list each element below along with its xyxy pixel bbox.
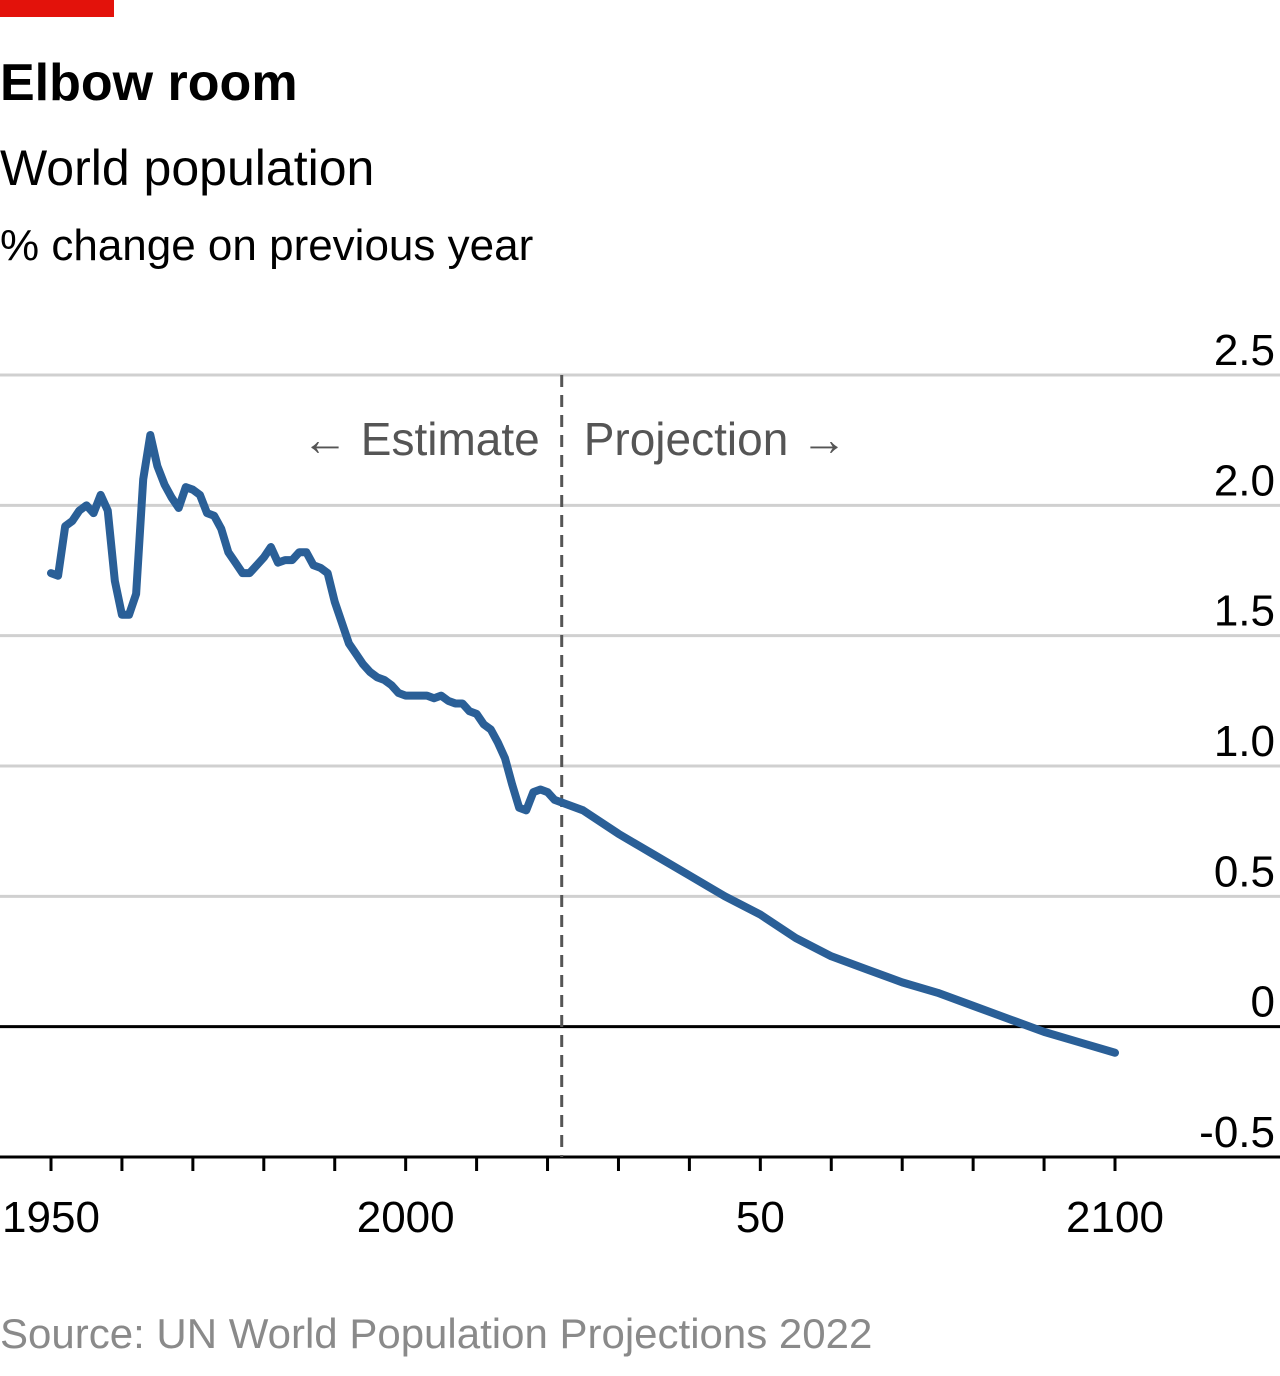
- y-tick-label: 0: [1251, 978, 1275, 1027]
- x-tick-label: 2100: [1066, 1193, 1164, 1242]
- chart-title: Elbow room: [0, 54, 298, 112]
- y-tick-label: 2.0: [1214, 456, 1275, 505]
- y-tick-label: 2.5: [1214, 326, 1275, 375]
- y-tick-label: 1.5: [1214, 587, 1275, 636]
- data-line: [47, 430, 1119, 1057]
- y-tick-label: -0.5: [1199, 1108, 1275, 1157]
- brand-bar: [0, 0, 114, 17]
- unit-label: % change on previous year: [0, 221, 533, 270]
- y-tick-label: 1.0: [1214, 717, 1275, 766]
- chart-subtitle: World population: [0, 140, 374, 196]
- y-tick-label: 0.5: [1214, 847, 1275, 896]
- x-tick-label: 2000: [357, 1193, 455, 1242]
- annotation: ← Estimate: [302, 413, 540, 465]
- source: Source: UN World Population Projections …: [0, 1310, 872, 1357]
- x-tick-label: 1950: [2, 1193, 100, 1242]
- x-tick-label: 50: [736, 1193, 785, 1242]
- annotation: Projection →: [584, 413, 847, 465]
